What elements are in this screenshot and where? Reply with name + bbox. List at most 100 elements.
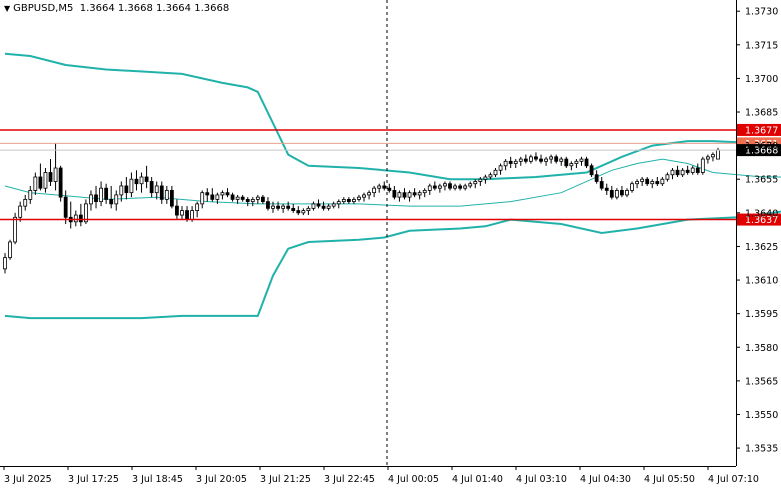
candle <box>180 206 184 220</box>
candle <box>281 203 286 213</box>
candle <box>690 165 695 175</box>
candle-body <box>377 185 382 189</box>
candle <box>336 199 341 209</box>
candle-body <box>660 178 665 185</box>
candle <box>311 201 316 211</box>
candle-body <box>164 190 169 200</box>
candle <box>594 170 599 184</box>
candle-body <box>392 190 397 198</box>
candle-body <box>670 169 675 176</box>
candle-body <box>291 207 296 211</box>
candle-body <box>488 174 493 178</box>
candle-body <box>63 196 68 218</box>
candle-body <box>609 190 614 198</box>
candle-body <box>220 192 225 196</box>
candle-body <box>357 196 361 200</box>
candle <box>346 197 351 204</box>
candle-body <box>422 190 427 194</box>
time-tick-label: 4 Jul 05:50 <box>644 474 695 485</box>
bollinger-upper-line <box>4 52 781 181</box>
candle <box>604 183 609 195</box>
candle-body <box>407 192 412 198</box>
candle <box>159 181 164 204</box>
candle-body <box>159 185 164 200</box>
candle-body <box>48 172 53 182</box>
time-tick-label: 3 Jul 2025 <box>4 474 52 485</box>
price-tick-label: 1.3625 <box>745 242 778 253</box>
candle <box>164 185 169 204</box>
candle-body <box>539 158 543 162</box>
candle-body <box>185 210 189 220</box>
candle-body <box>513 160 518 164</box>
candle-body <box>286 205 291 209</box>
candle <box>109 185 114 209</box>
candle-body <box>432 185 437 189</box>
candle <box>625 188 629 198</box>
candle-body <box>412 192 417 196</box>
candle <box>84 199 88 225</box>
candle <box>235 194 240 204</box>
candle <box>124 176 129 200</box>
candle <box>286 201 291 211</box>
candle-body <box>352 198 356 203</box>
candle-body <box>614 190 619 198</box>
candle-body <box>463 185 468 189</box>
candle <box>276 201 280 211</box>
candle <box>397 190 402 202</box>
candle <box>695 163 700 175</box>
candle <box>114 190 119 211</box>
candle-body <box>190 210 194 220</box>
candle <box>245 197 250 207</box>
candle-body <box>498 165 503 171</box>
candle <box>144 165 149 189</box>
candle-body <box>271 205 275 209</box>
candle-body <box>84 203 88 223</box>
candle-body <box>296 210 301 214</box>
candle <box>215 192 220 204</box>
candle <box>149 176 154 198</box>
current-price-label: 1.3668 <box>745 146 778 157</box>
candle-body <box>417 192 422 196</box>
candle-body <box>139 176 144 185</box>
candle-body <box>473 181 478 185</box>
candle-body <box>437 185 442 189</box>
candle-body <box>129 178 134 194</box>
triangle-down-icon[interactable]: ▼ <box>4 4 11 13</box>
time-tick-label: 4 Jul 07:10 <box>708 474 759 485</box>
candle-body <box>99 187 103 203</box>
candle <box>341 197 346 204</box>
candle <box>154 181 159 200</box>
ohlc-values: 1.3664 1.3668 1.3664 1.3668 <box>79 3 230 14</box>
candle-body <box>362 194 366 198</box>
candle-body <box>503 160 508 167</box>
candle <box>422 188 427 198</box>
candle <box>306 206 311 216</box>
level-price-box <box>737 123 781 136</box>
time-tick-label: 4 Jul 03:10 <box>516 474 567 485</box>
candle-body <box>574 160 579 164</box>
level-price-label: 1.3677 <box>745 125 778 136</box>
candle-body <box>645 178 650 185</box>
candle-body <box>599 181 604 189</box>
candle <box>78 203 83 227</box>
candle <box>483 174 488 184</box>
candle-body <box>620 190 624 196</box>
candle-body <box>316 203 321 207</box>
candle-body <box>523 158 528 162</box>
candle-body <box>346 198 351 203</box>
candle <box>129 172 134 198</box>
candle-body <box>387 187 392 191</box>
candle-body <box>594 174 599 182</box>
candle-body <box>680 169 685 176</box>
candle <box>28 185 33 204</box>
candle <box>650 179 655 189</box>
price-axis-layer: 1.3730 1.3715 1.3700 1.3685 1.3670 1.3655 1.36… <box>0 0 778 467</box>
candle <box>33 172 38 195</box>
candle <box>301 208 306 216</box>
candle <box>513 159 518 169</box>
candle <box>453 183 457 191</box>
candle-body <box>260 196 265 203</box>
